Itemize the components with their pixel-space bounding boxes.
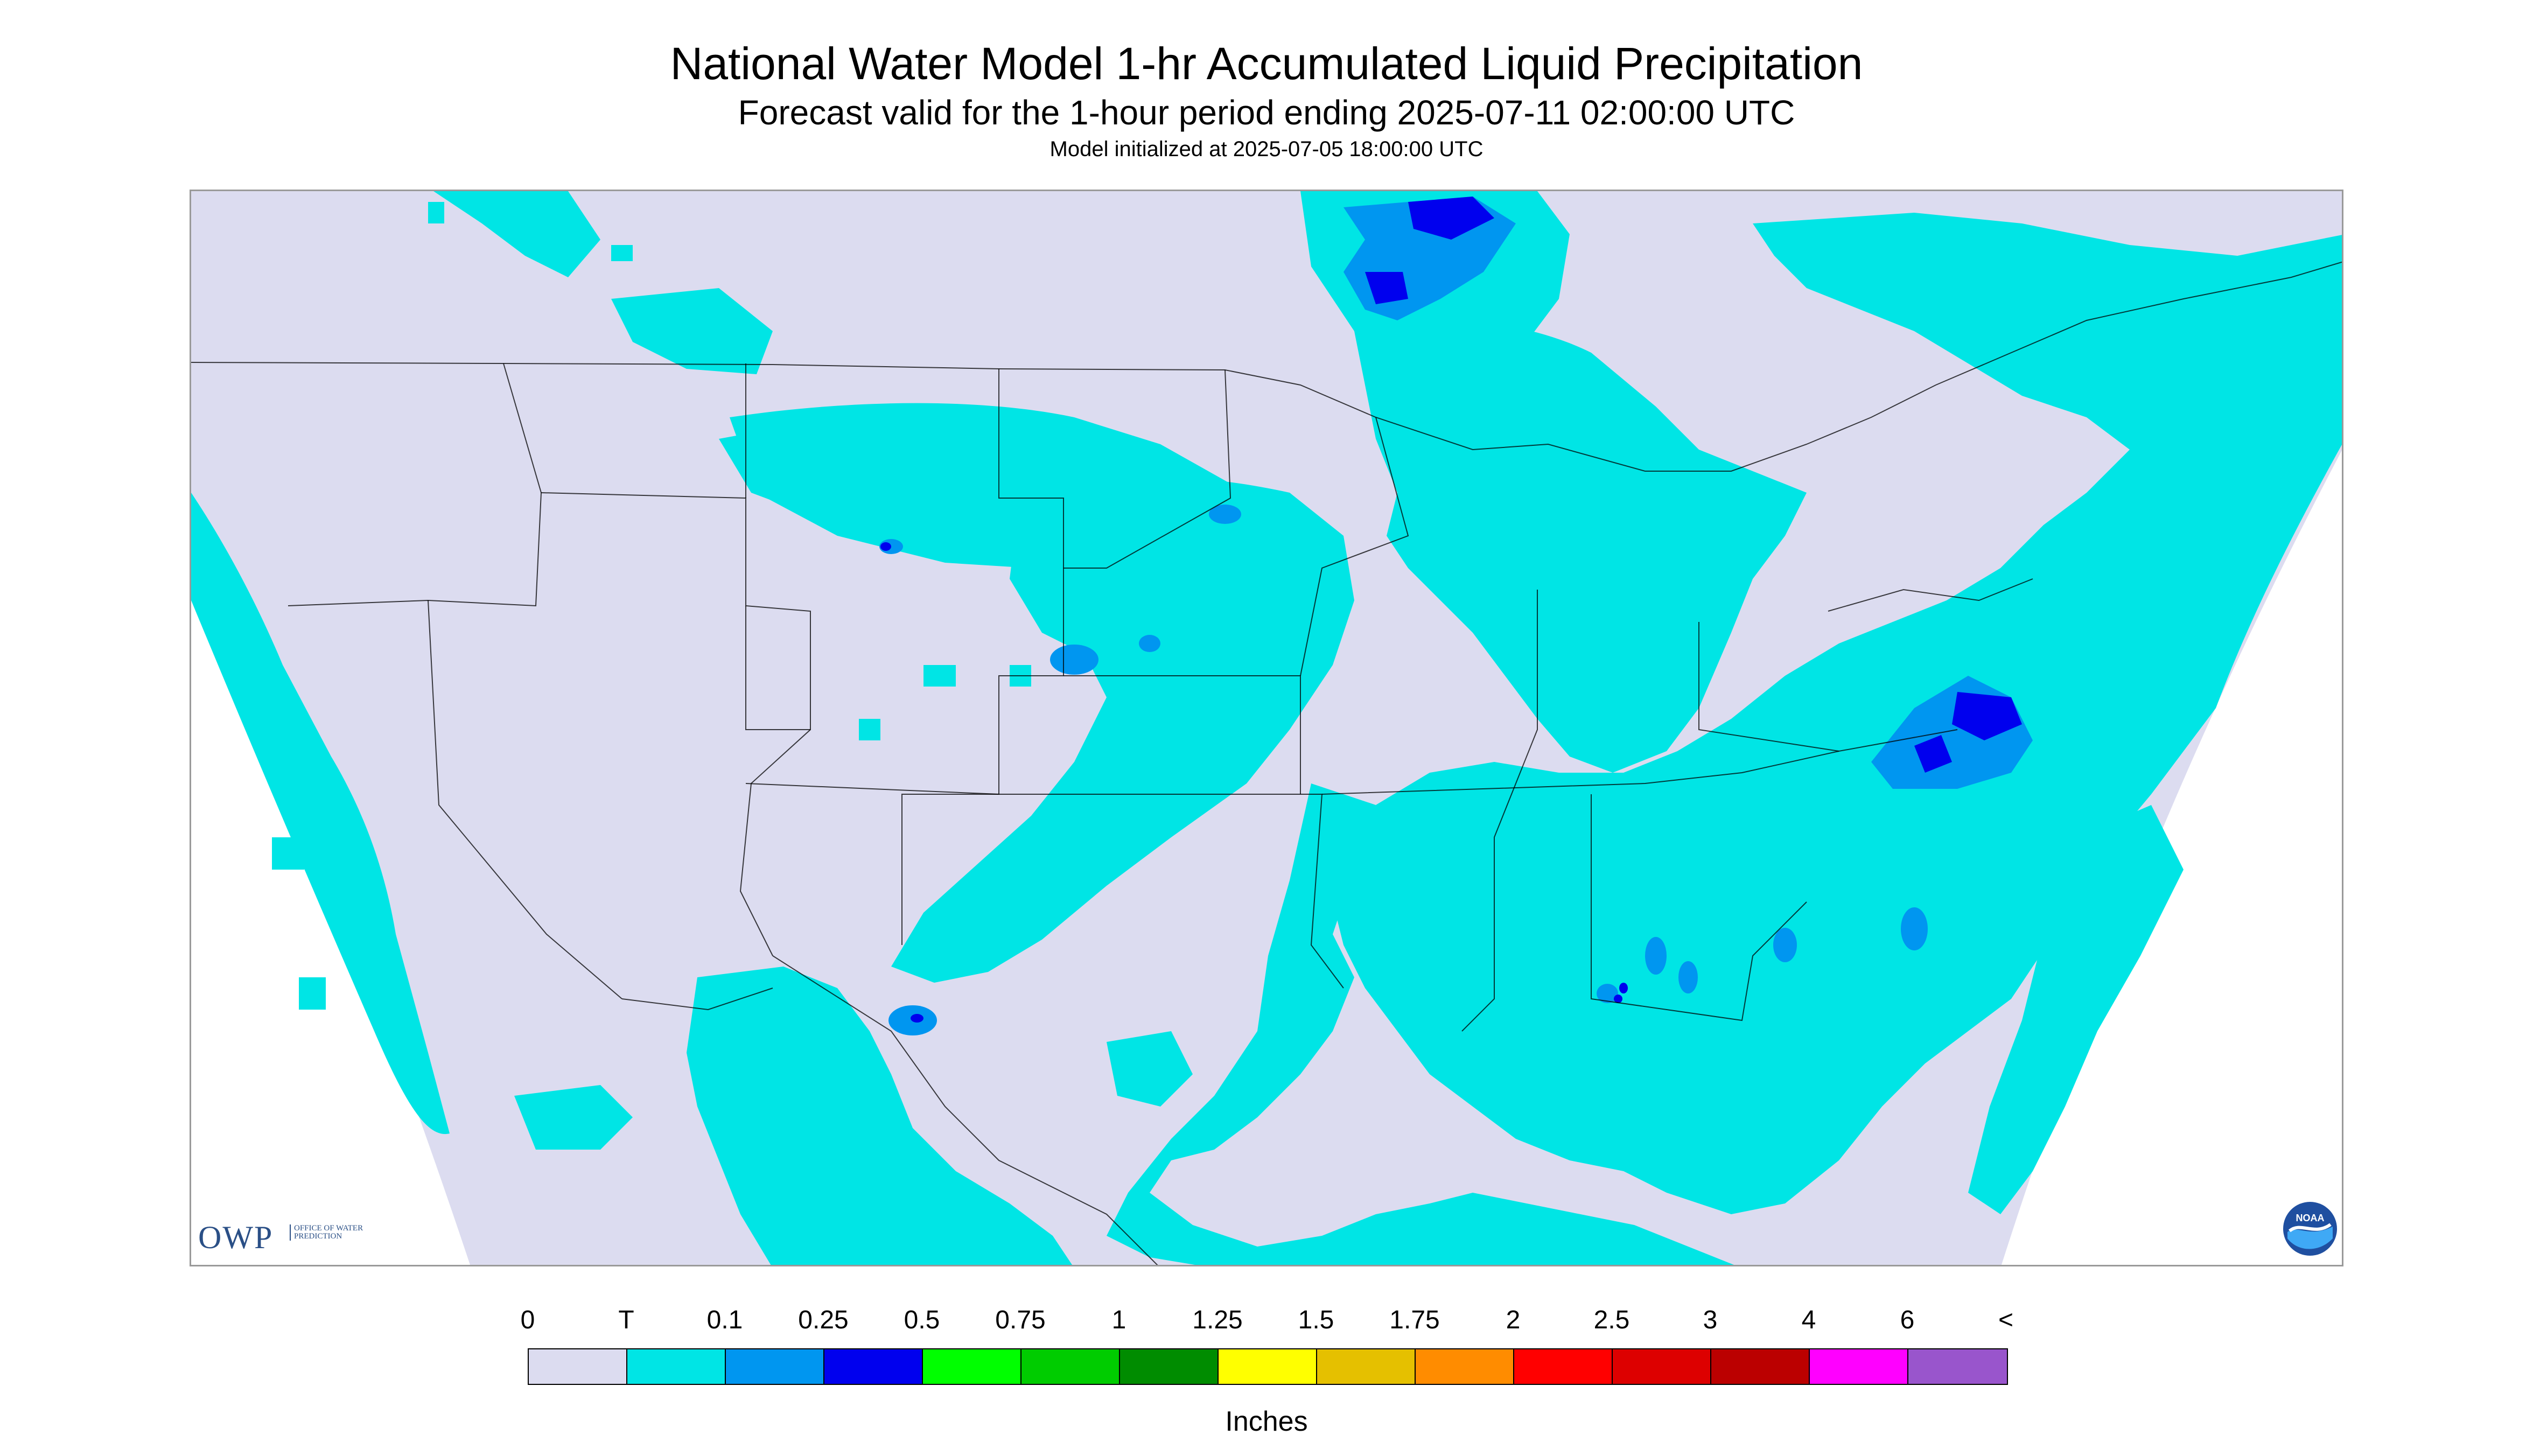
legend-tick-label: 2.5: [1593, 1306, 1630, 1334]
legend-tick-label: 0.25: [798, 1306, 849, 1334]
legend-swatch: [1810, 1349, 1908, 1384]
legend-tick-label: 1.25: [1192, 1306, 1243, 1334]
legend-tick-label: 0.5: [904, 1306, 940, 1334]
model-init-line: Model initialized at 2025-07-05 18:00:00…: [1049, 137, 1484, 161]
moderate-precip-cores: [880, 197, 2022, 1023]
legend-colorbar: [528, 1348, 2008, 1385]
owp-logo-subtitle: OFFICE OF WATER PREDICTION: [290, 1224, 369, 1241]
precipitation-map: [190, 190, 2343, 1266]
legend-swatch: [824, 1349, 923, 1384]
legend-tick-label: 1: [1111, 1306, 1126, 1334]
map-canvas: [191, 191, 2342, 1265]
legend-swatch: [1908, 1349, 2007, 1384]
legend-swatch: [1120, 1349, 1219, 1384]
legend-swatch: [1613, 1349, 1711, 1384]
legend-tick-label: 3: [1703, 1306, 1718, 1334]
legend-swatch: [627, 1349, 726, 1384]
legend-tick-label: T: [618, 1306, 634, 1334]
legend-tick-label: 1.75: [1389, 1306, 1440, 1334]
political-boundaries: [191, 261, 2342, 1265]
legend-swatch: [1021, 1349, 1120, 1384]
legend-units: Inches: [1225, 1406, 1308, 1437]
legend-swatch: [726, 1349, 824, 1384]
noaa-logo-text: NOAA: [2296, 1213, 2325, 1223]
noaa-logo: NOAA: [2283, 1202, 2337, 1256]
legend-swatch: [1416, 1349, 1514, 1384]
legend-swatch: [923, 1349, 1021, 1384]
legend-tick-label: 0: [520, 1306, 535, 1334]
legend-tick-label: 2: [1506, 1306, 1521, 1334]
trace-precip-areas: [191, 191, 2342, 1265]
legend-swatch: [1317, 1349, 1416, 1384]
map-subtitle: Forecast valid for the 1-hour period end…: [738, 93, 1795, 132]
map-title: National Water Model 1-hr Accumulated Li…: [670, 38, 1863, 89]
legend-tick-label: 1.5: [1298, 1306, 1334, 1334]
legend-swatch: [529, 1349, 627, 1384]
owp-logo-text: OWP: [198, 1220, 274, 1255]
legend-tick-label: 0.75: [995, 1306, 1046, 1334]
legend-swatch: [1219, 1349, 1317, 1384]
legend-tick-label: 4: [1801, 1306, 1816, 1334]
legend-swatch: [1711, 1349, 1810, 1384]
legend-tick-label: 0.1: [706, 1306, 743, 1334]
legend-tick-label: 6: [1900, 1306, 1915, 1334]
legend-tick-label: <: [1998, 1306, 2014, 1334]
legend-swatch: [1514, 1349, 1613, 1384]
